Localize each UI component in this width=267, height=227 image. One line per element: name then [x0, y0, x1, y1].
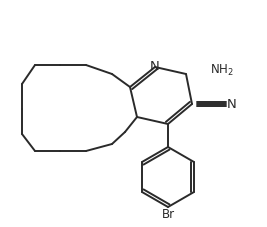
Text: N: N: [150, 59, 160, 72]
Text: N: N: [227, 98, 237, 111]
Text: NH$_2$: NH$_2$: [210, 62, 234, 77]
Text: Br: Br: [162, 207, 175, 220]
